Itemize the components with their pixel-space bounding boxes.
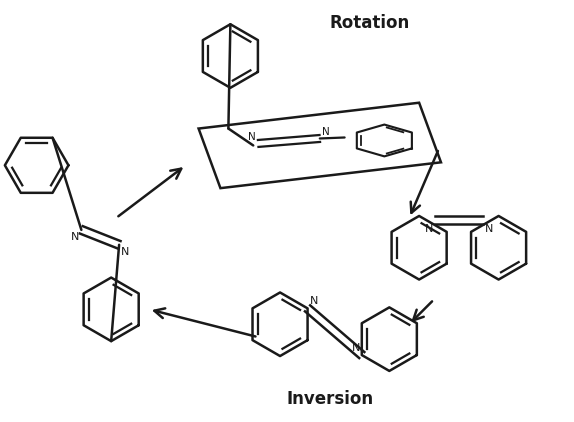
Text: N: N [309, 296, 318, 306]
Text: N: N [71, 232, 79, 242]
Text: N: N [249, 133, 256, 143]
Text: Rotation: Rotation [329, 14, 410, 32]
Text: N: N [484, 224, 493, 234]
Text: Inversion: Inversion [286, 390, 373, 408]
Text: N: N [425, 224, 433, 234]
Text: N: N [351, 343, 360, 353]
Text: N: N [121, 247, 130, 257]
Text: N: N [322, 127, 329, 138]
